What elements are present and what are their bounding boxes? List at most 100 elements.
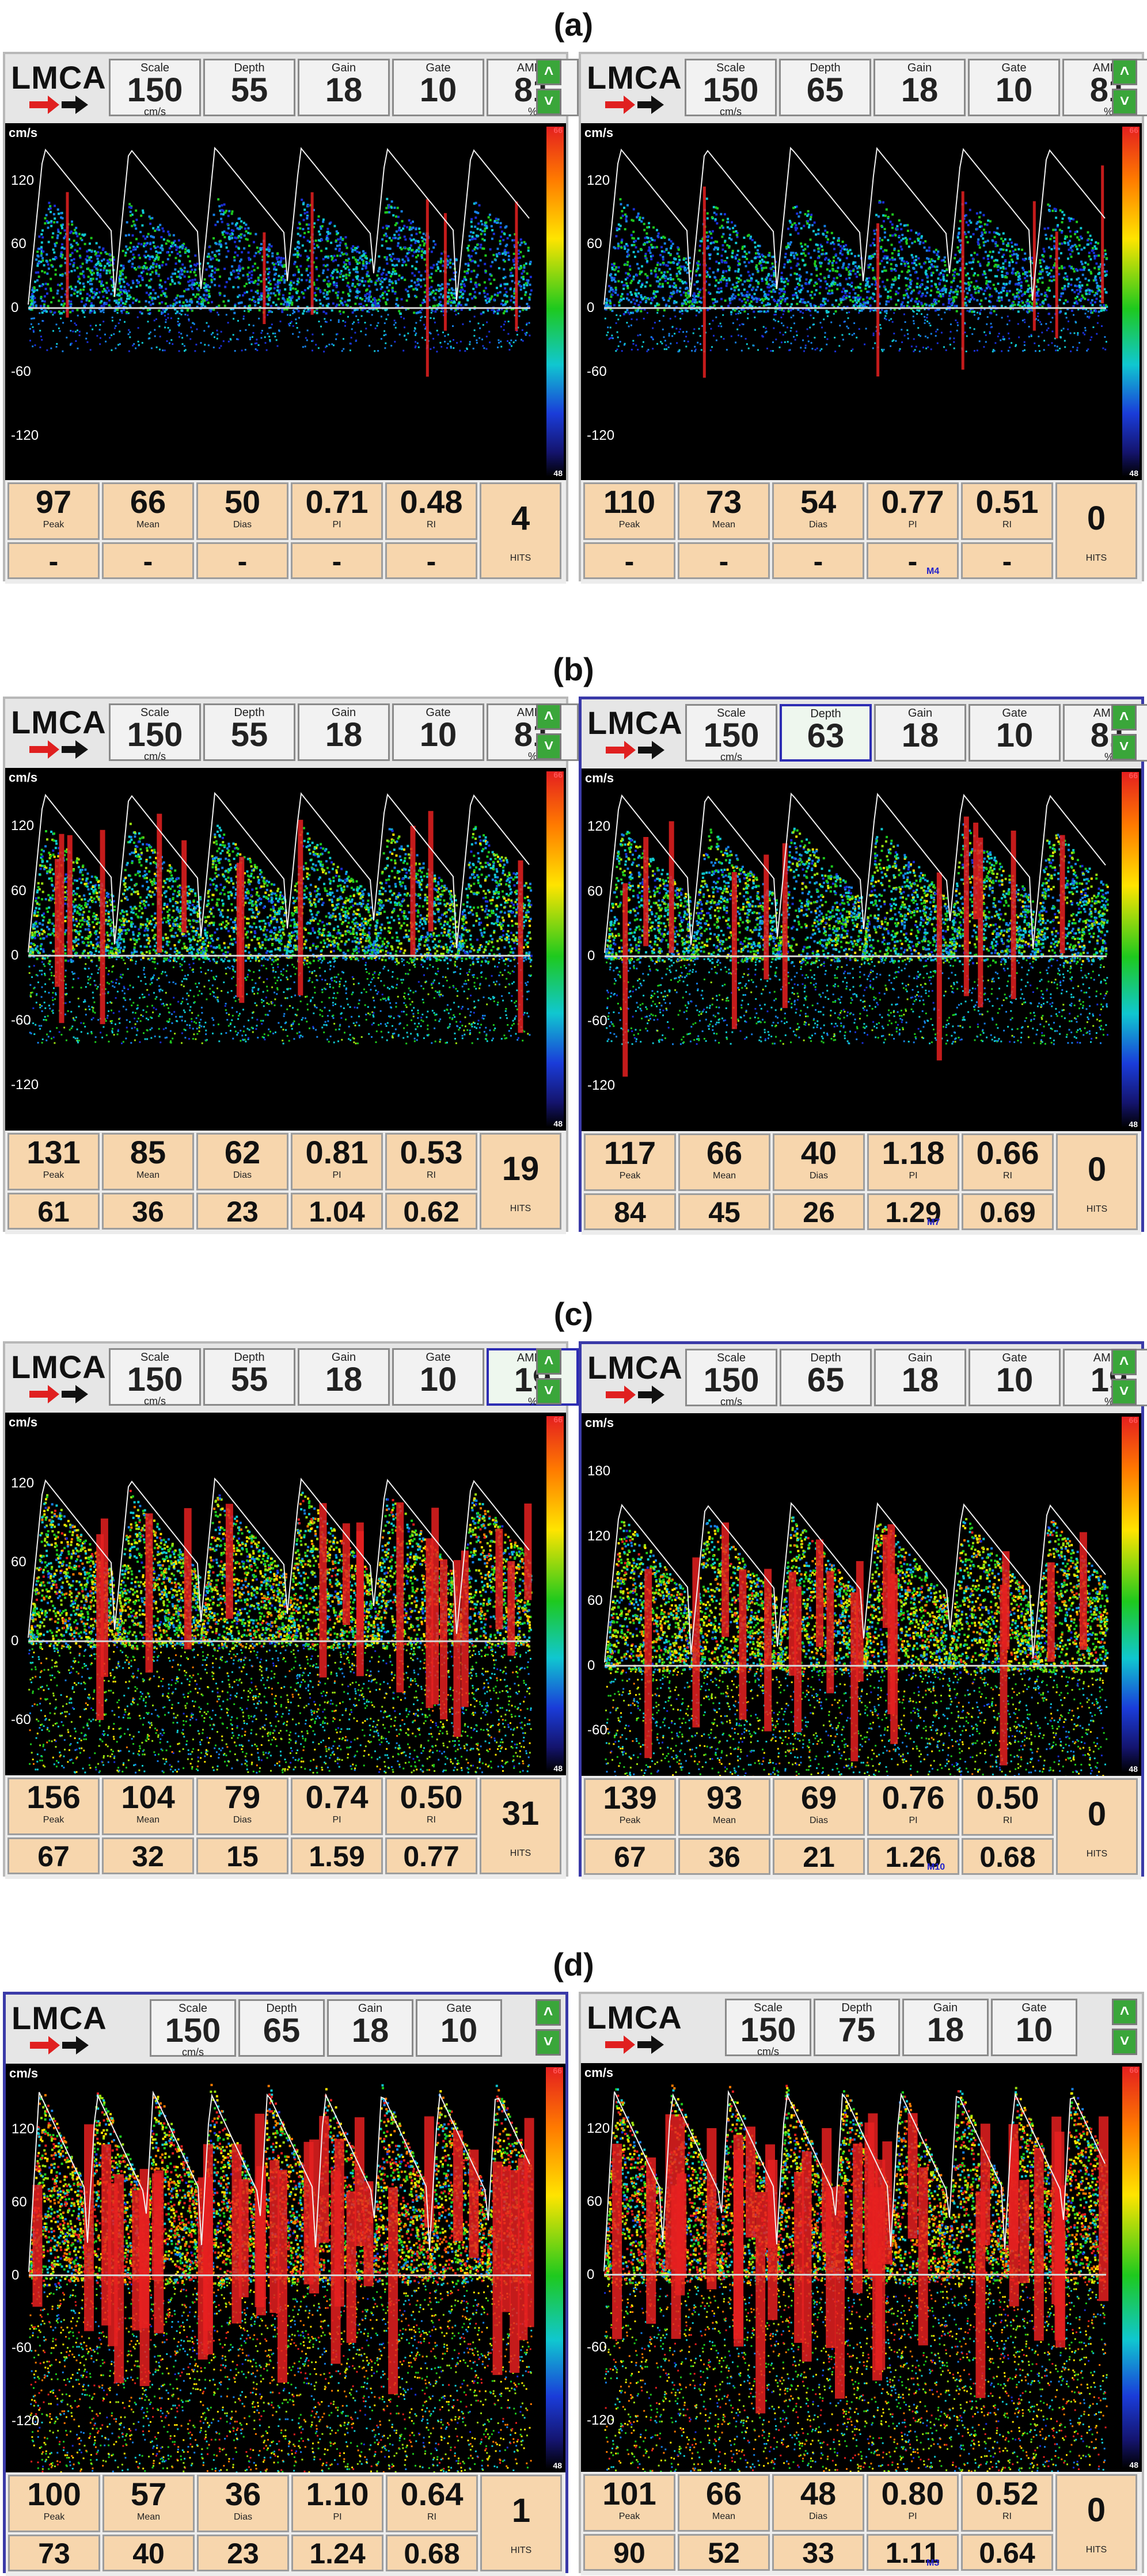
- velocity-tick: 0: [12, 2267, 19, 2284]
- colorbar: [1122, 1417, 1139, 1772]
- measure-secondary: 73: [8, 2535, 100, 2571]
- velocity-tick: 120: [12, 2121, 35, 2137]
- velocity-unit: cm/s: [585, 1416, 614, 1430]
- param-value: 63: [782, 720, 869, 752]
- measure-secondary: -: [867, 542, 959, 579]
- increase-button[interactable]: ˄: [535, 1999, 561, 2026]
- increase-button[interactable]: ˄: [1112, 59, 1137, 85]
- measure-value: 156: [9, 1779, 98, 1815]
- increase-button[interactable]: ˄: [536, 59, 561, 85]
- increase-button[interactable]: ˄: [536, 703, 561, 730]
- colorbar-min: 48: [553, 1764, 563, 1773]
- measure-caption: Peak: [585, 2512, 674, 2522]
- measure-value: 79: [198, 1779, 287, 1815]
- decrease-button[interactable]: ˅: [1111, 734, 1137, 760]
- param-value: 150: [727, 2014, 810, 2046]
- probe-arrow-icon: [604, 93, 673, 116]
- decrease-button[interactable]: ˅: [535, 2029, 561, 2056]
- measure-caption: PI: [868, 520, 957, 530]
- decrease-button[interactable]: ˅: [536, 733, 561, 760]
- param-unit: %: [488, 751, 577, 762]
- measure-value: 0.76: [869, 1780, 958, 1816]
- param-value: 10: [394, 74, 483, 106]
- spectrum-canvas: [5, 768, 565, 1131]
- spectrum-canvas: [582, 768, 1141, 1131]
- spectrum-canvas: [5, 123, 565, 480]
- increase-button[interactable]: ˄: [536, 1348, 561, 1375]
- decrease-button[interactable]: ˅: [1112, 89, 1137, 115]
- decrease-button[interactable]: ˅: [1111, 1379, 1137, 1405]
- measure-value: 73: [679, 484, 768, 520]
- param-value: 18: [904, 2014, 987, 2046]
- increase-button[interactable]: ˄: [1112, 1999, 1137, 2025]
- measure-value: 0.51: [963, 484, 1051, 520]
- measure-caption: Peak: [586, 1816, 674, 1826]
- increase-button[interactable]: ˄: [1111, 1349, 1137, 1375]
- velocity-tick: 0: [11, 948, 18, 964]
- decrease-button[interactable]: ˅: [1112, 2029, 1137, 2055]
- hits-caption: HITS: [481, 553, 560, 564]
- section-label: (a): [0, 6, 1147, 43]
- increase-button[interactable]: ˄: [1111, 704, 1137, 730]
- measure-value: 0.71: [293, 484, 381, 520]
- vessel-label: LMCA: [587, 1349, 683, 1386]
- velocity-tick: -60: [11, 1013, 31, 1029]
- param-value: 18: [299, 1364, 388, 1396]
- measure-value: 85: [104, 1135, 192, 1170]
- measure-secondary: 67: [7, 1837, 100, 1874]
- param-adjust: ˄˅: [1112, 59, 1137, 119]
- measure-value: 0.50: [963, 1780, 1052, 1816]
- measure-caption: Dias: [774, 1816, 863, 1826]
- decrease-button[interactable]: ˅: [536, 89, 561, 115]
- decrease-button[interactable]: ˅: [536, 1378, 561, 1405]
- measure-caption: Peak: [585, 520, 674, 530]
